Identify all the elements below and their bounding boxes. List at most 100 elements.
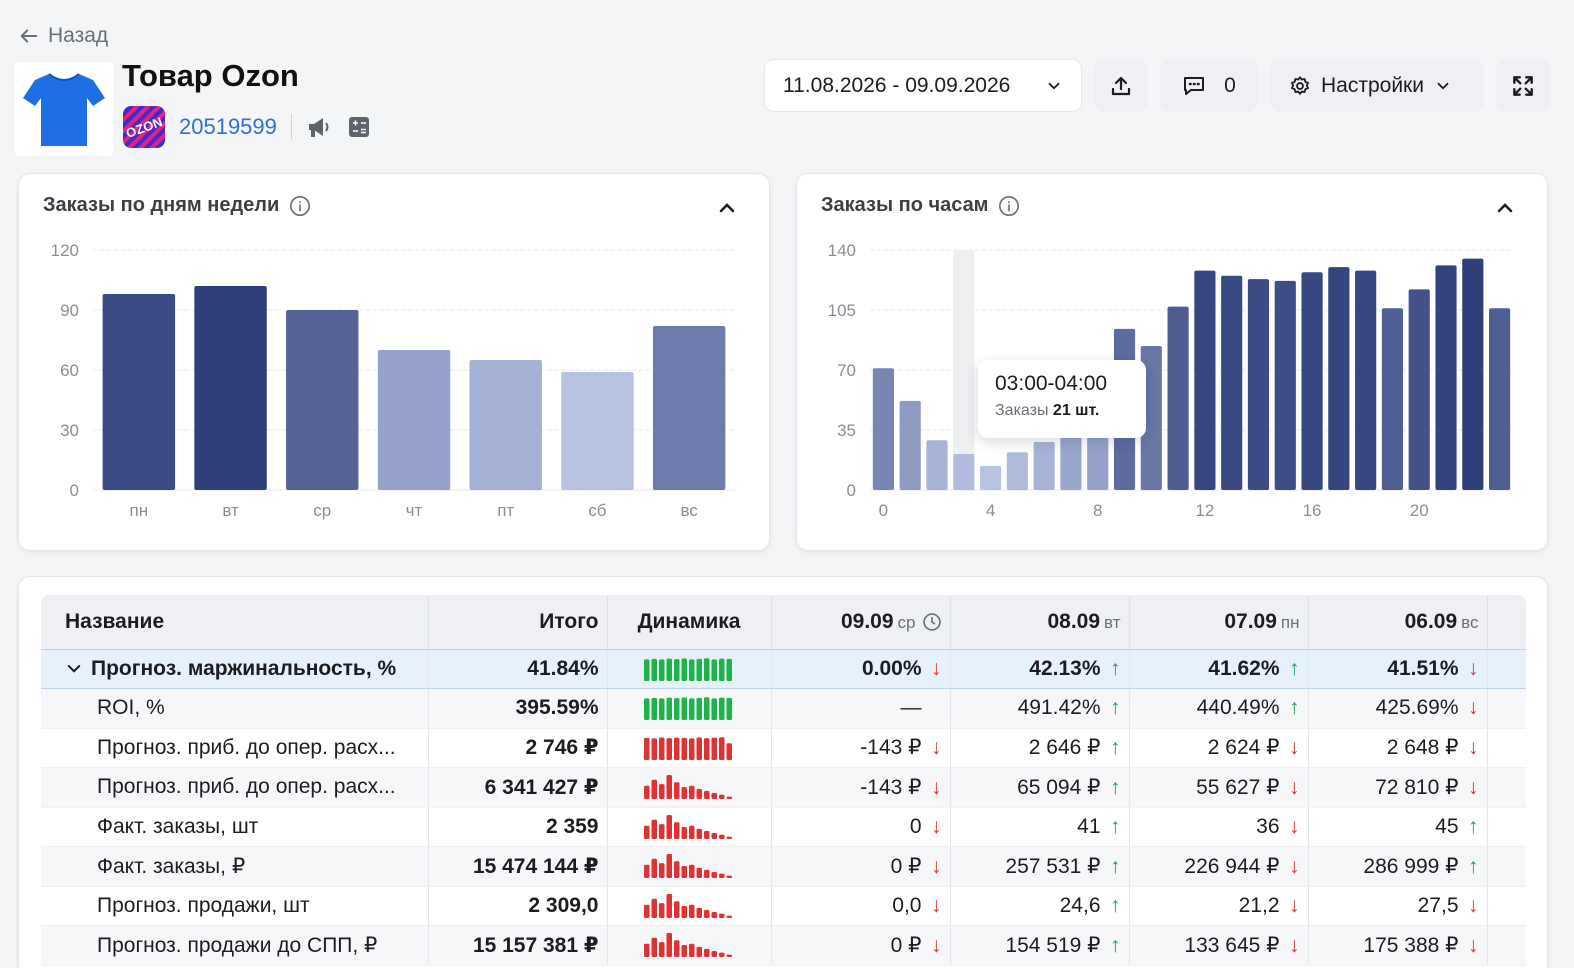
weekday-chart-title: Заказы по дням недели: [43, 194, 311, 217]
cell-value: 27,5: [1417, 893, 1459, 917]
row-total: 2 746 ₽: [428, 728, 608, 768]
arrow-up-icon: ↑: [1110, 775, 1121, 799]
back-link[interactable]: Назад: [18, 24, 108, 48]
table-row[interactable]: ROI, % 395.59% — 491.42% ↑ 440.49% ↑ 425.69% ↓: [41, 688, 1526, 729]
chart-bar[interactable]: [377, 350, 451, 490]
table-row[interactable]: Прогноз. приб. до опер. расх... 2 746 ₽ -1…: [41, 728, 1526, 768]
chart-bar[interactable]: [899, 400, 921, 490]
chart-bar[interactable]: [1140, 346, 1162, 490]
divider: [290, 114, 292, 140]
chart-bar[interactable]: [1489, 308, 1511, 490]
sparkline-bar: [689, 904, 695, 918]
chevron-up-icon[interactable]: [715, 196, 739, 220]
chart-bar[interactable]: [1274, 280, 1296, 490]
row-dynamics: [607, 767, 772, 808]
cell-value: 72 810 ₽: [1375, 775, 1459, 799]
chart-bar[interactable]: [469, 360, 542, 490]
chart-bar[interactable]: [652, 326, 726, 490]
info-icon[interactable]: [998, 195, 1020, 217]
info-icon[interactable]: [289, 195, 311, 217]
comments-button[interactable]: 0: [1160, 59, 1258, 112]
chart-bar[interactable]: [194, 286, 267, 490]
column-header[interactable]: 07.09 пн: [1129, 595, 1309, 649]
hourly-chart-title-text: Заказы по часам: [821, 194, 989, 216]
row-name-cell: Факт. заказы, шт: [41, 807, 429, 847]
table-row[interactable]: Факт. заказы, ₽ 15 474 144 ₽ 0 ₽ ↓ 257 531 ₽…: [41, 846, 1526, 887]
row-name: Прогноз. продажи, шт: [97, 893, 310, 917]
chart-bar[interactable]: [1381, 308, 1404, 490]
sparkline-bar: [681, 945, 687, 958]
sparkline-bar: [651, 819, 657, 839]
chart-bar[interactable]: [1462, 258, 1484, 490]
sparkline-bar: [719, 953, 725, 958]
export-button[interactable]: [1094, 59, 1148, 112]
column-header[interactable]: Динамика: [607, 595, 772, 649]
chart-bar[interactable]: [1033, 442, 1055, 490]
sparkline-bar: [651, 898, 657, 918]
arrow-down-icon: ↓: [931, 933, 942, 957]
chart-bar[interactable]: [1435, 265, 1457, 490]
chevron-down-icon[interactable]: [65, 660, 83, 678]
row-day-value: 440.49% ↑: [1129, 688, 1309, 729]
table-row[interactable]: Прогноз. продажи до СПП, ₽ 15 157 381 ₽ 0 …: [41, 925, 1526, 966]
fullscreen-button[interactable]: [1496, 59, 1550, 112]
chart-bar[interactable]: [979, 466, 1002, 490]
chart-bar[interactable]: [1328, 267, 1350, 490]
table-row[interactable]: Прогноз. маржинальность, % 41.84% 0.00% ↓ 42…: [41, 648, 1526, 689]
cell-value: 2 624 ₽: [1207, 736, 1280, 760]
chart-bar[interactable]: [1006, 452, 1028, 490]
chart-bar[interactable]: [1355, 270, 1377, 490]
chevron-up-icon[interactable]: [1493, 196, 1517, 220]
product-image[interactable]: [14, 62, 114, 156]
settings-button[interactable]: Настройки: [1270, 59, 1484, 112]
cell-value: 0: [909, 814, 922, 838]
sparkline-bar: [711, 832, 717, 839]
sparkline-chart: [644, 854, 732, 879]
arrow-down-icon: ↓: [1289, 775, 1300, 799]
sparkline-bar: [696, 658, 702, 681]
row-day-value: 154 519 ₽ ↑: [950, 925, 1130, 966]
sku-link[interactable]: 20519599: [179, 114, 277, 139]
chart-bar[interactable]: [1167, 306, 1189, 490]
column-header[interactable]: Итого: [428, 595, 608, 649]
chart-bar[interactable]: [102, 294, 176, 490]
column-header[interactable]: 06.09 вс: [1308, 595, 1488, 649]
row-day-value: 65 094 ₽ ↑: [950, 767, 1130, 808]
chart-bar[interactable]: [1194, 270, 1216, 490]
megaphone-icon[interactable]: [306, 114, 332, 140]
chart-bar[interactable]: [1247, 279, 1270, 490]
cell-value: 286 999 ₽: [1363, 854, 1459, 878]
row-spacer: [1487, 688, 1526, 729]
x-tick-label: 8: [1093, 501, 1102, 520]
sparkline-bar: [711, 659, 717, 681]
cell-value: 0 ₽: [890, 854, 922, 878]
column-header[interactable]: Название: [41, 595, 429, 649]
sparkline-bar: [726, 698, 732, 721]
sparkline-bar: [659, 863, 665, 879]
chart-bar[interactable]: [1060, 421, 1082, 490]
chart-bar[interactable]: [1221, 275, 1243, 490]
arrow-up-icon: ↑: [1468, 854, 1479, 878]
chart-bar[interactable]: [872, 368, 894, 490]
chart-bar[interactable]: [953, 454, 975, 490]
column-header[interactable]: 09.09 ср: [771, 595, 951, 649]
chart-bar[interactable]: [1408, 289, 1430, 490]
date-range-picker[interactable]: 11.08.2026 - 09.09.2026: [764, 59, 1082, 112]
row-spacer: [1487, 886, 1526, 926]
sparkline-bar: [719, 913, 725, 918]
table-row[interactable]: Прогноз. продажи, шт 2 309,0 0,0 ↓ 24,6 ↑ 21,2…: [41, 886, 1526, 926]
chart-bar[interactable]: [561, 372, 634, 490]
arrow-down-icon: ↓: [1468, 656, 1479, 680]
arrow-down-icon: ↓: [1289, 854, 1300, 878]
table-row[interactable]: Факт. заказы, шт 2 359 0 ↓ 41 ↑ 36 ↓ 45 ↑: [41, 807, 1526, 847]
chart-bar[interactable]: [286, 310, 359, 490]
column-header[interactable]: 08.09 вт: [950, 595, 1130, 649]
row-day-value: 175 388 ₽ ↓: [1308, 925, 1488, 966]
arrow-down-icon: ↓: [1289, 814, 1300, 838]
column-header-label: 06.09: [1404, 609, 1458, 633]
chart-bar[interactable]: [1301, 272, 1323, 490]
calculator-icon[interactable]: [346, 114, 372, 140]
weekday-chart-card: Заказы по дням недели 0 30 60 90 120 пн вт ср чт…: [18, 173, 770, 551]
table-row[interactable]: Прогноз. приб. до опер. расх... 6 341 427…: [41, 767, 1526, 808]
chart-bar[interactable]: [926, 440, 948, 490]
